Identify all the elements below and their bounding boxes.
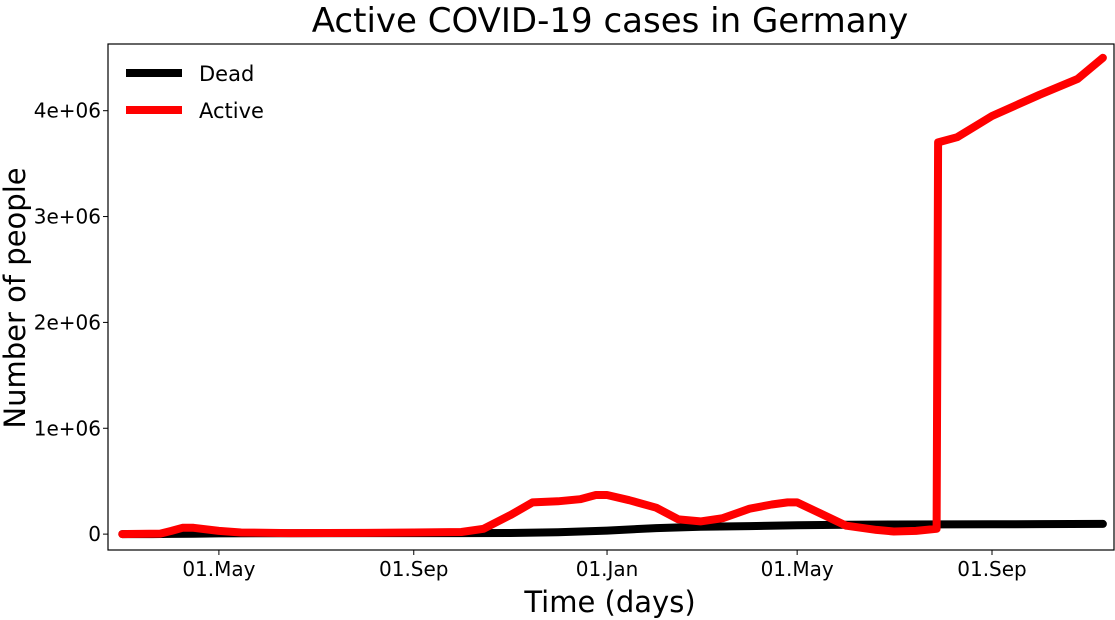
legend-label-dead: Dead (199, 62, 254, 86)
series-line-dead (118, 519, 1107, 539)
x-tick-label: 01.Jan (576, 557, 639, 581)
plot-frame (107, 43, 1115, 551)
x-tick-label: 01.May (182, 557, 255, 581)
x-ticks: 01.May 01.Sep 01.Jan 01.May 01.Sep (182, 550, 1027, 581)
series-layer (118, 53, 1107, 539)
x-tick-label: 01.May (761, 557, 834, 581)
chart-title: Active COVID-19 cases in Germany (312, 1, 908, 41)
x-tick-label: 01.Sep (957, 557, 1027, 581)
x-tick-label: 01.Sep (379, 557, 449, 581)
x-axis-label: Time (days) (523, 585, 695, 619)
y-axis-label: Number of people (0, 167, 32, 428)
legend-label-active: Active (199, 99, 264, 123)
y-tick-label: 2e+06 (34, 310, 101, 334)
y-tick-label: 0 (88, 522, 101, 546)
legend: Dead Active (126, 62, 264, 123)
y-tick-label: 1e+06 (34, 416, 101, 440)
y-ticks: 0 1e+06 2e+06 3e+06 4e+06 (34, 99, 108, 546)
y-tick-label: 3e+06 (34, 205, 101, 229)
series-line-active (118, 53, 1107, 539)
y-tick-label: 4e+06 (34, 99, 101, 123)
